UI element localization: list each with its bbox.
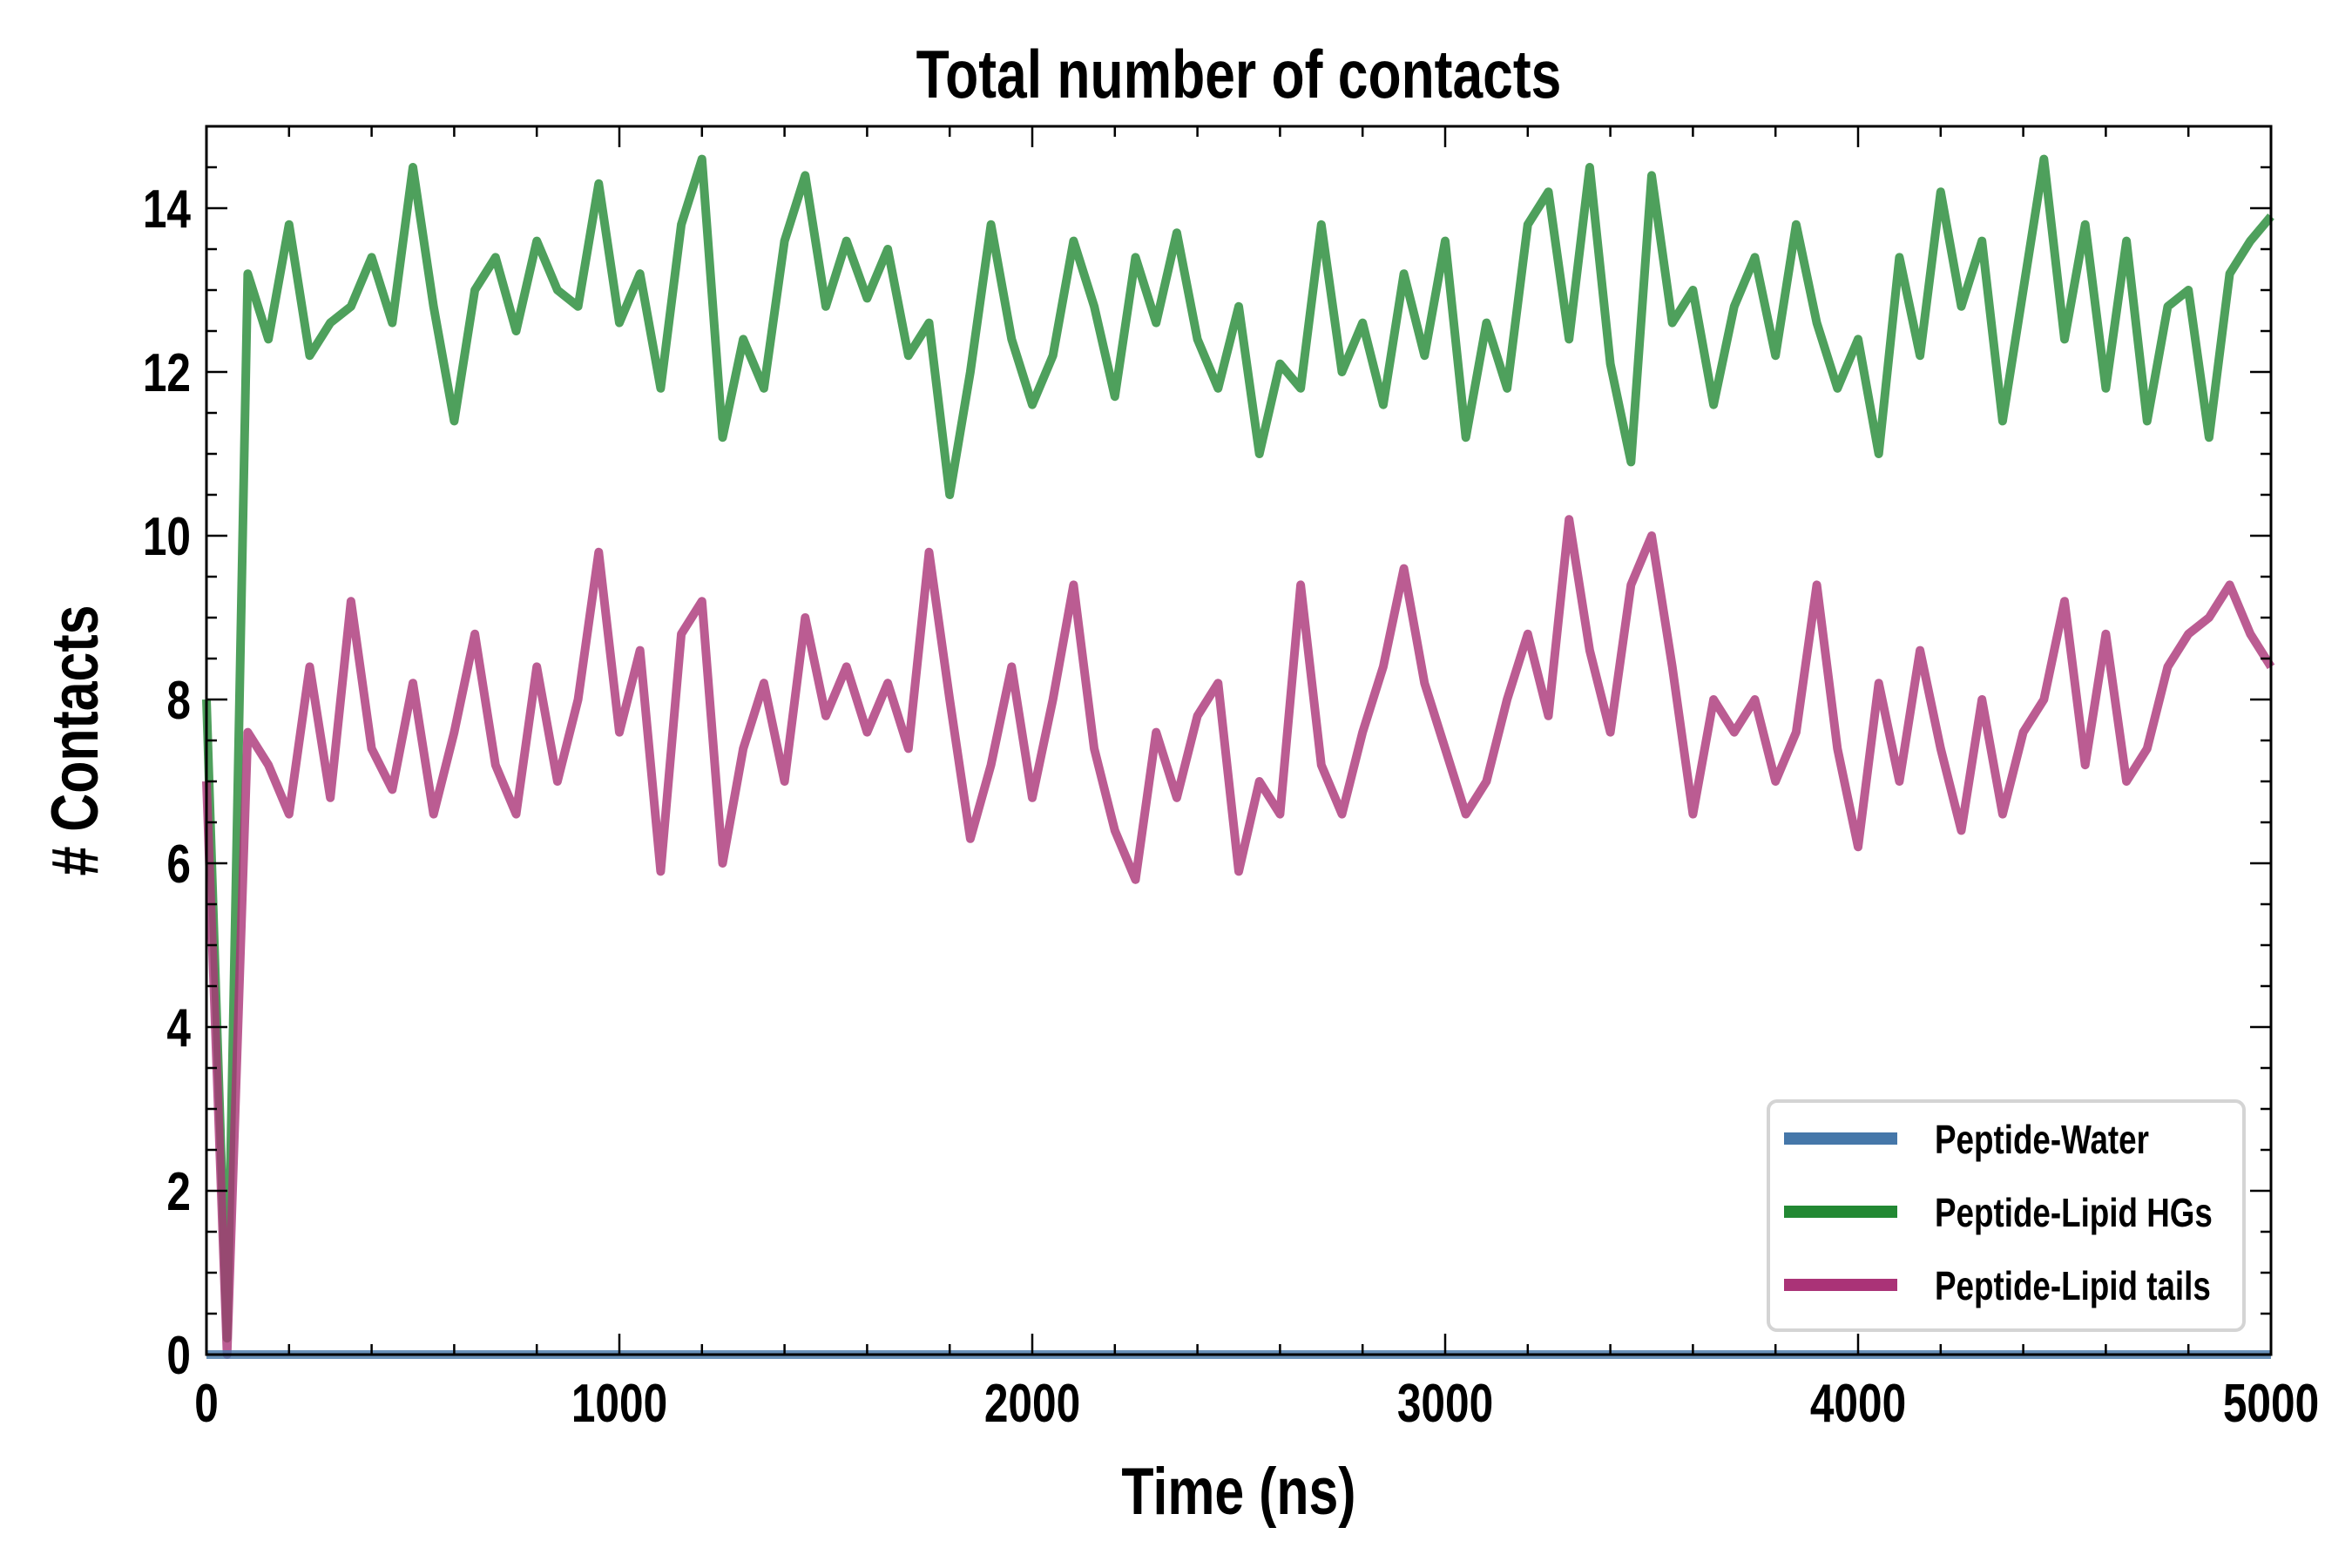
legend-item: Peptide-Lipid HGs [1784, 1190, 2213, 1235]
y-tick-label: 12 [143, 342, 191, 403]
legend-swatch [1784, 1279, 1897, 1291]
y-tick-label: 10 [143, 506, 191, 567]
legend-swatch [1784, 1206, 1897, 1218]
y-tick-label: 8 [166, 670, 191, 731]
y-axis-label: # Contacts [38, 605, 112, 876]
plot-frame [205, 125, 2273, 1356]
legend-swatch [1784, 1132, 1897, 1145]
x-tick-label: 0 [194, 1373, 219, 1434]
y-tick-label: 0 [166, 1325, 191, 1386]
x-tick-label: 4000 [1810, 1373, 1906, 1434]
y-tick-label: 14 [143, 179, 191, 240]
x-axis-label: Time (ns) [1121, 1455, 1355, 1529]
series-line-peptide-lipid-tails [202, 515, 2275, 1359]
series-line-peptide-lipid-hgs [202, 154, 2274, 1343]
legend: Peptide-Water Peptide-Lipid HGs Peptide-Li… [1767, 1099, 2246, 1332]
legend-box [1767, 1099, 2246, 1332]
axis-ticks: 0 1000 2000 3000 4000 5000 0 2 4 6 8 10 12 14 [143, 125, 2319, 1434]
x-tick-label: 1000 [571, 1373, 667, 1434]
x-tick-label: 5000 [2223, 1373, 2319, 1434]
legend-item: Peptide-Water [1784, 1117, 2149, 1162]
y-tick-label: 4 [166, 997, 191, 1058]
y-tick-label: 2 [166, 1161, 191, 1222]
legend-label: Peptide-Lipid HGs [1935, 1190, 2213, 1235]
chart-title: Total number of contacts [916, 36, 1562, 112]
x-tick-label: 2000 [984, 1373, 1080, 1434]
x-tick-label: 3000 [1397, 1373, 1493, 1434]
legend-label: Peptide-Lipid tails [1935, 1263, 2211, 1308]
legend-label: Peptide-Water [1935, 1117, 2149, 1162]
y-tick-label: 6 [166, 834, 191, 895]
legend-item: Peptide-Lipid tails [1784, 1263, 2211, 1308]
